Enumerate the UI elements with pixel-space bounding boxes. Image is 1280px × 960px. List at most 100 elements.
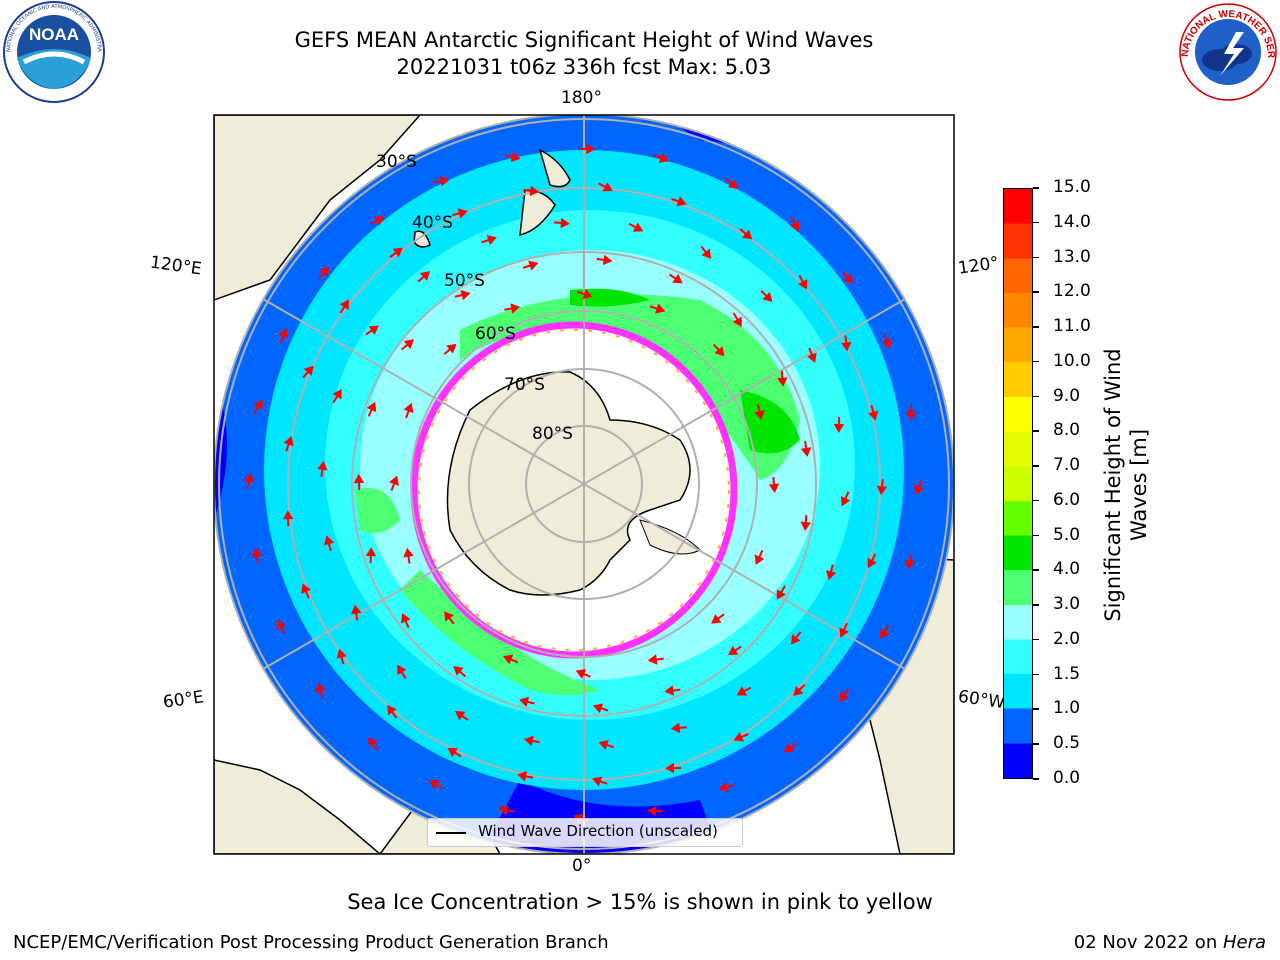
wave-arrow (598, 182, 613, 192)
legend-line-sample (436, 832, 466, 834)
wave-arrow (628, 222, 644, 232)
wave-arrow (839, 622, 849, 638)
colorbar-tick-mark (1033, 430, 1039, 432)
footer-date-text: 02 Nov 2022 on (1073, 932, 1223, 953)
wave-arrow (790, 631, 802, 645)
wave-arrow (417, 271, 431, 283)
lat-label-80s: 80°S (532, 424, 573, 444)
wave-arrow (389, 247, 403, 258)
legend-label: Wind Wave Direction (unscaled) (478, 822, 718, 840)
wave-arrow (905, 404, 917, 421)
lon-label-0: 0° (572, 856, 592, 876)
wave-arrow (454, 290, 471, 301)
colorbar-tick-label: 12.0 (1053, 281, 1091, 302)
wave-arrow (318, 266, 330, 280)
wave-arrow (881, 333, 892, 350)
wave-arrow (760, 289, 773, 302)
wave-arrow (522, 260, 539, 271)
wave-arrow (401, 339, 415, 351)
colorbar-tick-label: 5.0 (1053, 524, 1081, 545)
colorbar-tick-mark (1033, 187, 1039, 189)
wave-arrow (712, 343, 725, 357)
wave-arrow (452, 208, 468, 219)
wave-arrow (579, 143, 596, 155)
wave-arrow (283, 436, 294, 452)
wave-arrow (429, 779, 444, 790)
colorbar-tick-label: 3.0 (1053, 594, 1081, 615)
wave-arrow (553, 217, 570, 229)
wave-arrow (443, 343, 457, 355)
colorbar-tick-label: 4.0 (1053, 559, 1081, 580)
colorbar-tick-mark (1033, 465, 1039, 467)
wave-arrow (370, 216, 385, 226)
wave-arrow (868, 404, 879, 421)
colorbar-tick-mark (1033, 534, 1039, 537)
wave-arrow (876, 479, 888, 496)
chart-title: GEFS MEAN Antarctic Significant Height o… (294, 28, 874, 52)
wave-arrow (389, 475, 399, 491)
wave-arrow (728, 645, 742, 656)
land-tasmania (413, 230, 431, 248)
colorbar-tick-label: 1.5 (1053, 663, 1081, 684)
wave-arrow (880, 624, 890, 640)
wave-arrow (754, 549, 765, 565)
land-new-zealand (538, 148, 571, 188)
wave-arrow (302, 365, 314, 379)
wave-arrow (754, 404, 765, 421)
wave-arrow (671, 196, 687, 207)
wave-arrow (447, 747, 462, 758)
colorbar-tick-mark (1033, 221, 1039, 224)
colorbar-label-line2: Waves [m] (1127, 428, 1151, 542)
colorbar-tick-label: 8.0 (1053, 420, 1081, 441)
wave-arrow (596, 254, 613, 266)
colorbar (1003, 188, 1033, 779)
lon-label-180: 180° (561, 88, 602, 108)
wave-arrow (647, 654, 664, 665)
colorbar-tick-label: 1.0 (1053, 698, 1081, 719)
wave-arrow (768, 476, 780, 493)
wave-arrow (711, 613, 725, 624)
wave-arrow (649, 303, 666, 314)
wave-arrow (278, 328, 289, 344)
wave-arrow (733, 731, 749, 742)
wave-arrow (387, 704, 398, 719)
wave-arrow (444, 611, 455, 625)
wave-arrow (301, 583, 311, 599)
wave-arrow (251, 547, 263, 564)
wave-arrow (517, 771, 534, 782)
wave-arrow (323, 535, 335, 552)
wave-arrow (798, 274, 808, 290)
wave-arrow (592, 776, 608, 787)
wave-arrow (502, 654, 519, 665)
wave-arrow (577, 289, 593, 299)
footer-date: 02 Nov 2022 on Hera (1074, 932, 1266, 953)
chart-subtitle: 20221031 t06z 336h fcst Max: 5.03 (396, 55, 772, 79)
colorbar-tick-label: 13.0 (1053, 246, 1091, 267)
colorbar-tick-label: 6.0 (1053, 489, 1081, 510)
colorbar-tick-mark (1033, 499, 1039, 502)
lat-label-30s: 30°S (376, 152, 417, 172)
wave-arrow (498, 804, 515, 816)
wave-direction-arrows (243, 143, 924, 824)
wave-arrow (783, 742, 798, 753)
wave-arrow (282, 510, 294, 527)
land-antarctica (446, 371, 691, 596)
wave-arrow (840, 491, 851, 507)
wave-arrow (914, 479, 924, 495)
colorbar-tick-mark (1033, 326, 1039, 328)
wave-arrow (800, 440, 812, 457)
colorbar-tick-label: 15.0 (1053, 177, 1091, 197)
wave-arrow (777, 370, 788, 387)
wave-arrow (664, 685, 681, 696)
colorbar-tick-label: 0.0 (1053, 768, 1081, 788)
noaa-logo: NOAA NATIONAL OCEANIC AND ATMOSPHERIC AD… (2, 0, 105, 103)
lat-label-50s: 50°S (444, 271, 485, 291)
wave-arrow (670, 722, 687, 734)
wave-arrow (253, 399, 263, 414)
wave-arrow (336, 648, 347, 665)
colorbar-tick-mark (1033, 604, 1039, 606)
wave-arrow (276, 619, 286, 634)
wave-arrow (455, 710, 469, 721)
colorbar-tick-mark (1033, 360, 1039, 363)
wave-arrow (840, 335, 852, 352)
